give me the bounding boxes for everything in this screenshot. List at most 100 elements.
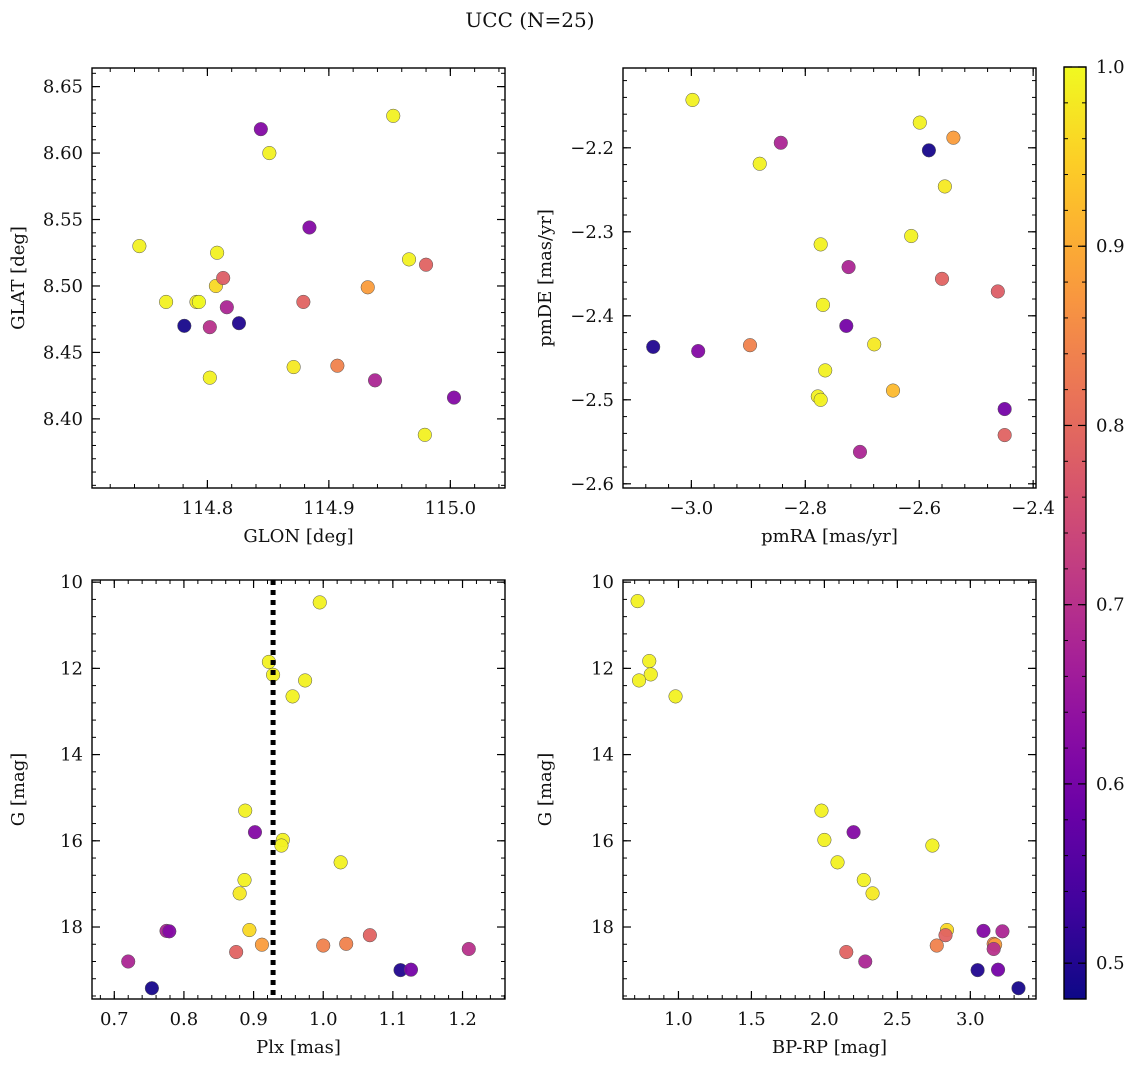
axes-frame	[622, 67, 1037, 489]
panels: 114.8 114.9 115.0 8.40 8.45 8.50 8.55 8.60 8.65 G…	[8, 67, 1055, 1058]
y-tick-label: 12	[60, 658, 83, 679]
y-axis-label: GLAT [deg]	[8, 226, 29, 330]
scatter-point	[286, 360, 301, 375]
scatter-point	[231, 316, 247, 331]
scatter-point	[976, 923, 991, 938]
axes-frame	[91, 579, 506, 1000]
scatter-point	[858, 954, 873, 969]
x-axis-label: BP-RP [mag]	[772, 1037, 887, 1058]
figure-title: UCC (N=25)	[465, 8, 594, 32]
scatter-point	[852, 444, 868, 459]
x-axis-label: Plx [mas]	[256, 1037, 341, 1058]
y-tick-label: 18	[60, 917, 83, 938]
scatter-point	[642, 653, 657, 669]
scatter-point	[298, 673, 313, 688]
scatter-point	[970, 963, 985, 978]
scatter-point	[210, 245, 225, 260]
scatter-point	[630, 594, 645, 609]
scatter-point	[938, 928, 953, 943]
scatter-point	[316, 938, 331, 953]
scatter-point	[997, 401, 1012, 417]
x-tick-label: 0.8	[170, 1009, 199, 1030]
scatter-point	[333, 855, 348, 870]
y-tick-label: 8.65	[43, 77, 83, 98]
scatter-point	[841, 260, 856, 275]
y-tick-label: 8.60	[43, 143, 83, 164]
y-tick-label: 12	[591, 658, 614, 679]
scatter-point	[162, 924, 177, 939]
scatter-point	[461, 941, 476, 957]
y-tick-label: 16	[60, 831, 83, 852]
y-tick-label: 8.45	[43, 342, 83, 363]
y-tick-label: 14	[591, 745, 614, 766]
scatter-point	[202, 370, 217, 385]
scatter-point	[990, 284, 1005, 299]
scatter-point	[856, 872, 871, 888]
colorbar-tick-label: 0.7	[1096, 595, 1125, 616]
scatter-point	[132, 239, 147, 254]
scatter-point	[417, 427, 432, 442]
y-tick-label: 10	[60, 572, 83, 593]
y-tick-label: −2.4	[570, 306, 614, 327]
colorbar-tick-label: 0.9	[1096, 236, 1125, 257]
x-tick-label: 114.8	[182, 498, 234, 519]
colorbar-gradient	[1064, 67, 1086, 999]
scatter-point	[921, 143, 936, 158]
panel-sky: 114.8 114.9 115.0 8.40 8.45 8.50 8.55 8.60 8.65 G…	[8, 67, 506, 547]
y-tick-label: −2.2	[570, 138, 614, 159]
scatter-point	[817, 832, 832, 847]
scatter-point	[238, 803, 253, 818]
x-tick-label: 1.2	[448, 1009, 477, 1030]
scatter-point	[814, 803, 829, 818]
colorbar-frame	[1063, 66, 1087, 1000]
scatter-point	[867, 337, 882, 352]
panel-proper-motion: −3.0 −2.8 −2.6 −2.4 −2.6 −2.5 −2.4 −2.3 −2.2 pmRA…	[535, 67, 1055, 547]
y-tick-label: −2.5	[570, 390, 614, 411]
y-tick-label: 16	[591, 831, 614, 852]
scatter-point	[839, 944, 854, 960]
scatter-point	[330, 358, 345, 373]
scatter-point	[367, 373, 383, 388]
scatter-point	[121, 954, 136, 969]
scatter-point	[685, 92, 700, 107]
scatter-point	[885, 383, 901, 398]
colorbar: 0.5 0.6 0.7 0.8 0.9 1.0	[1063, 57, 1125, 1000]
scatter-point	[229, 944, 244, 960]
scatter-point	[296, 294, 311, 309]
scatter-point	[813, 392, 828, 407]
scatter-point	[986, 941, 1001, 957]
x-tick-label: 0.7	[100, 1009, 129, 1030]
scatter-point	[401, 252, 417, 267]
y-tick-label: −2.6	[570, 474, 614, 495]
scatter-point	[742, 338, 758, 353]
x-tick-label: 0.9	[239, 1009, 268, 1030]
scatter-point	[815, 297, 830, 312]
x-tick-label: −2.4	[1011, 498, 1055, 519]
scatter-point	[403, 962, 419, 977]
scatter-point	[362, 928, 377, 943]
scatter-point	[997, 428, 1012, 443]
y-axis-label: G [mag]	[535, 753, 556, 826]
x-tick-label: 1.0	[664, 1009, 693, 1030]
scatter-point	[925, 838, 940, 853]
scatter-point	[418, 257, 434, 272]
x-tick-label: 114.9	[303, 498, 355, 519]
y-tick-label: 8.40	[43, 409, 83, 430]
panel-cmd: 1.0 1.5 2.0 2.5 3.0 10 12 14 16 18 BP-RP [mag] G [m…	[535, 572, 1037, 1058]
scatter-point	[846, 825, 861, 840]
scatter-point	[242, 922, 257, 938]
scatter-point	[839, 318, 854, 333]
scatter-point	[912, 115, 927, 130]
x-tick-label: 1.0	[309, 1009, 338, 1030]
scatter-point	[144, 981, 159, 996]
scatter-point	[446, 390, 462, 405]
scatter-point	[386, 108, 401, 123]
axes-frame	[622, 579, 1037, 1000]
scatter-point	[668, 689, 683, 704]
y-tick-label: 18	[591, 917, 614, 938]
scatter-point	[159, 294, 174, 309]
scatter-point	[202, 320, 217, 335]
scatter-point	[991, 962, 1006, 977]
scatter-point	[261, 654, 276, 669]
